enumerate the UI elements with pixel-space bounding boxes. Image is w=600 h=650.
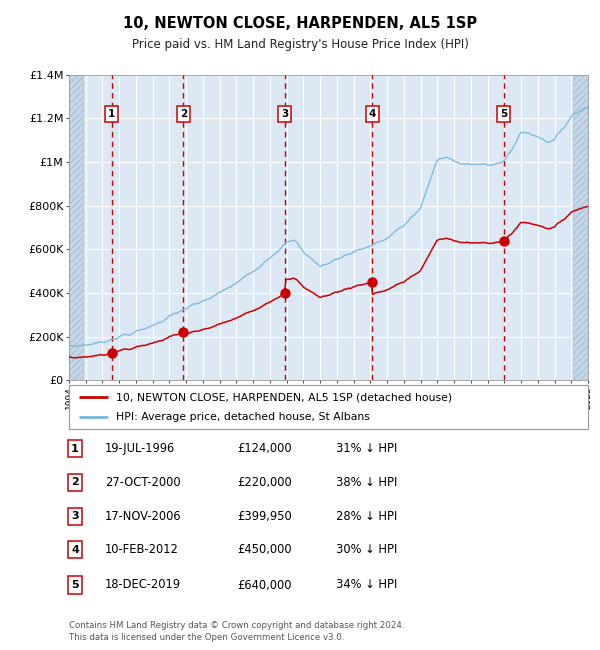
Text: £399,950: £399,950 — [237, 510, 292, 523]
Text: 10, NEWTON CLOSE, HARPENDEN, AL5 1SP: 10, NEWTON CLOSE, HARPENDEN, AL5 1SP — [123, 16, 477, 31]
Text: 34% ↓ HPI: 34% ↓ HPI — [336, 578, 397, 592]
Text: £640,000: £640,000 — [237, 578, 292, 592]
Text: 5: 5 — [71, 580, 79, 590]
Text: £124,000: £124,000 — [237, 442, 292, 455]
Text: 1: 1 — [71, 443, 79, 454]
Text: £450,000: £450,000 — [237, 543, 292, 556]
Text: 19-JUL-1996: 19-JUL-1996 — [105, 442, 175, 455]
Text: HPI: Average price, detached house, St Albans: HPI: Average price, detached house, St A… — [116, 411, 370, 422]
Text: 10-FEB-2012: 10-FEB-2012 — [105, 543, 179, 556]
Text: 2: 2 — [180, 109, 187, 119]
Text: 38% ↓ HPI: 38% ↓ HPI — [336, 476, 397, 489]
Text: 2: 2 — [71, 477, 79, 488]
Text: 1: 1 — [108, 109, 115, 119]
Text: 17-NOV-2006: 17-NOV-2006 — [105, 510, 182, 523]
Text: 31% ↓ HPI: 31% ↓ HPI — [336, 442, 397, 455]
Text: 5: 5 — [500, 109, 507, 119]
Text: 28% ↓ HPI: 28% ↓ HPI — [336, 510, 397, 523]
Text: 18-DEC-2019: 18-DEC-2019 — [105, 578, 181, 592]
Text: 4: 4 — [71, 545, 79, 555]
Text: 3: 3 — [71, 511, 79, 521]
Text: 3: 3 — [281, 109, 288, 119]
Text: Price paid vs. HM Land Registry's House Price Index (HPI): Price paid vs. HM Land Registry's House … — [131, 38, 469, 51]
Text: 30% ↓ HPI: 30% ↓ HPI — [336, 543, 397, 556]
Text: 10, NEWTON CLOSE, HARPENDEN, AL5 1SP (detached house): 10, NEWTON CLOSE, HARPENDEN, AL5 1SP (de… — [116, 392, 452, 402]
Text: 4: 4 — [368, 109, 376, 119]
Text: Contains HM Land Registry data © Crown copyright and database right 2024.
This d: Contains HM Land Registry data © Crown c… — [69, 621, 404, 642]
Text: 27-OCT-2000: 27-OCT-2000 — [105, 476, 181, 489]
Text: £220,000: £220,000 — [237, 476, 292, 489]
